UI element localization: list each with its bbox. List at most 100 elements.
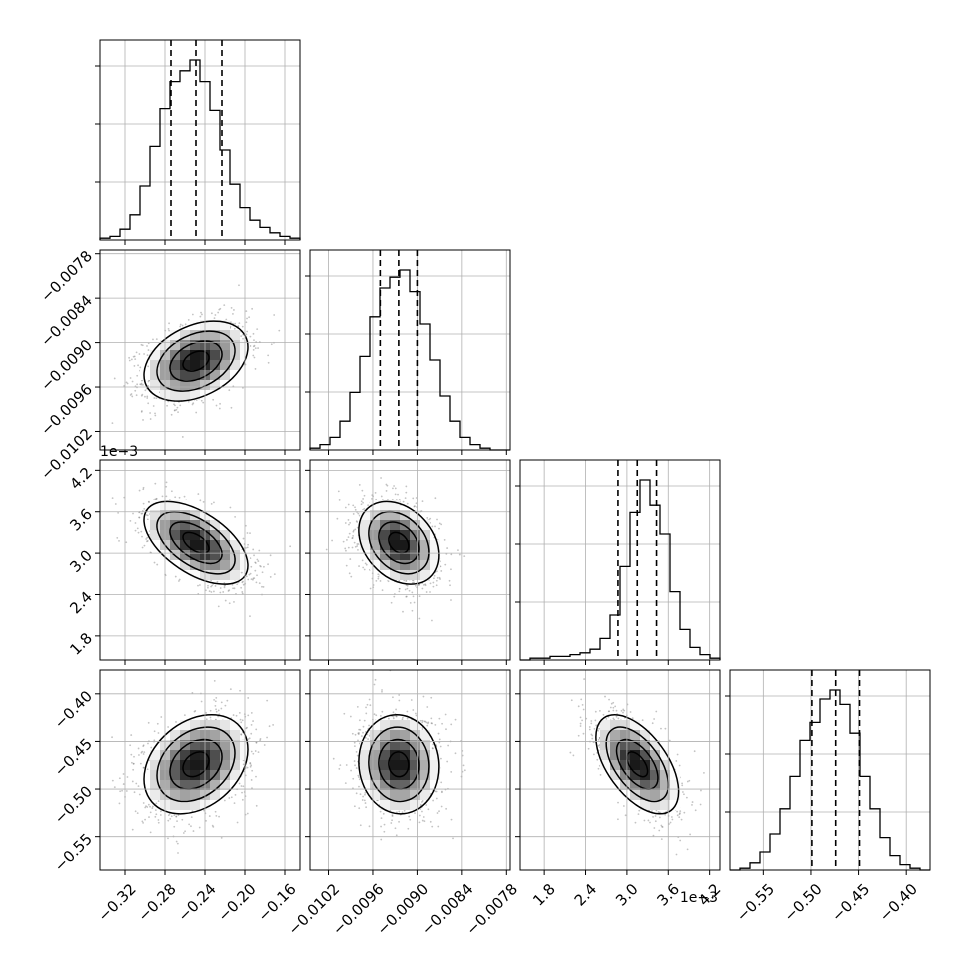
scatter-point [135, 394, 138, 397]
scatter-point [380, 477, 382, 479]
scatter-point [184, 323, 187, 326]
scatter-point [245, 310, 248, 312]
scatter-point [179, 325, 182, 328]
scatter-point [133, 755, 135, 758]
scatter-point [429, 582, 432, 585]
density-cell [410, 510, 420, 520]
scatter-point [144, 389, 147, 392]
scatter-point [590, 722, 593, 725]
density-cell [210, 320, 220, 330]
scatter-point [597, 738, 600, 741]
scatter-point [262, 586, 265, 588]
scatter-point [205, 718, 208, 721]
scatter-point [272, 724, 275, 726]
scatter-point [136, 383, 139, 386]
scatter-point [133, 365, 136, 367]
density-cell [190, 570, 200, 580]
scatter-point [130, 753, 133, 756]
scatter-point [418, 617, 421, 620]
scatter-point [132, 512, 134, 515]
scatter-point [199, 584, 201, 586]
scatter-point [431, 825, 434, 828]
scatter-point [248, 316, 251, 319]
scatter-point [183, 495, 186, 498]
scatter-point [351, 732, 354, 735]
scatter-point [688, 779, 691, 782]
scatter-point [166, 404, 168, 407]
density-cell [410, 770, 420, 780]
scatter-point [432, 743, 435, 746]
scatter-point [138, 516, 141, 519]
scatter-point [440, 570, 443, 572]
scatter-point [217, 605, 220, 608]
contour-line [156, 510, 236, 575]
scatter-point [360, 500, 363, 503]
scatter-point [415, 714, 418, 717]
scatter-point [154, 498, 157, 501]
scatter-point [149, 805, 151, 808]
density-cell [170, 800, 180, 810]
scatter-point [355, 767, 358, 769]
density-cell [660, 750, 670, 760]
scatter-point [269, 554, 272, 557]
scatter-point [175, 815, 178, 818]
scatter-point [344, 547, 347, 550]
scatter-point [249, 762, 252, 764]
scatter-point [367, 738, 370, 740]
density-cell [400, 790, 410, 800]
scatter-point [375, 714, 378, 717]
scatter-point [591, 734, 594, 737]
y-tick-label: −0.45 [51, 735, 96, 780]
density-cell [380, 730, 390, 740]
density-cell [390, 800, 400, 810]
scatter-point [240, 586, 243, 589]
density-cell [410, 560, 420, 570]
scatter-point [246, 546, 249, 549]
scatter-point [174, 496, 177, 499]
density-cell [410, 550, 420, 560]
scatter-point [154, 412, 156, 415]
x-tick-label: −0.24 [175, 880, 220, 925]
density-cell [190, 800, 200, 810]
scatter-point [229, 688, 232, 691]
scatter-point [594, 710, 597, 713]
density-cell [180, 360, 190, 370]
scatter-point [155, 397, 158, 400]
scatter-point [398, 590, 401, 593]
scatter-point [615, 709, 618, 712]
scatter-point [199, 315, 202, 318]
scatter-point [429, 517, 432, 520]
scatter-point [415, 712, 417, 715]
scatter-point [123, 385, 126, 387]
density-cell [210, 350, 220, 360]
scatter-point [140, 410, 143, 412]
density-cell [370, 520, 380, 530]
scatter-point [187, 318, 190, 321]
density-cell [380, 780, 390, 790]
scatter-point [583, 678, 586, 680]
scatter-point [220, 837, 223, 839]
scatter-point [412, 595, 415, 598]
scatter-point [224, 704, 227, 707]
density-cell [220, 570, 230, 580]
scatter-point [409, 818, 412, 821]
density-cell [400, 730, 410, 740]
scatter-point [381, 589, 384, 592]
x-tick-label: −0.32 [95, 880, 140, 925]
scatter-point [660, 838, 663, 841]
scatter-point [417, 584, 420, 586]
scatter-point [138, 516, 141, 519]
scatter-point [155, 498, 158, 501]
scatter-point [253, 577, 256, 579]
scatter-point [612, 668, 614, 670]
scatter-point [401, 811, 404, 814]
scatter-point [249, 532, 251, 535]
scatter-point [348, 532, 351, 535]
scatter-point [404, 497, 407, 499]
density-cell [230, 540, 240, 550]
scatter-point [675, 760, 678, 762]
density-cell [420, 570, 430, 580]
density-cell [390, 500, 400, 510]
scatter-point [137, 785, 140, 788]
